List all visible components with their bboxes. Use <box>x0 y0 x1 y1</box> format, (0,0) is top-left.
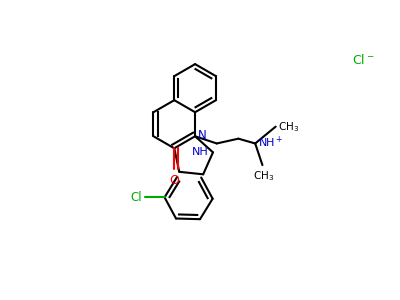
Text: O: O <box>169 174 179 187</box>
Text: NH$^+$: NH$^+$ <box>258 135 284 150</box>
Text: NH: NH <box>192 147 209 157</box>
Text: Cl$^-$: Cl$^-$ <box>352 53 374 67</box>
Text: CH$_3$: CH$_3$ <box>253 169 274 183</box>
Text: Cl: Cl <box>131 191 142 204</box>
Text: N: N <box>198 129 207 142</box>
Text: CH$_3$: CH$_3$ <box>278 120 299 134</box>
